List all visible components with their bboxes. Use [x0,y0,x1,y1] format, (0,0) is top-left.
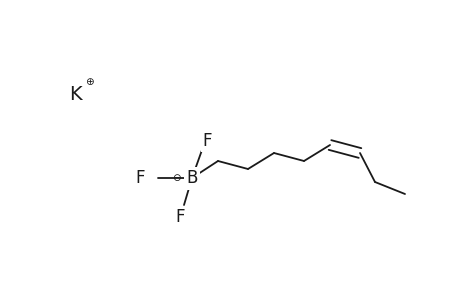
Text: F: F [202,132,211,150]
Text: F: F [135,169,145,187]
Text: F: F [175,208,185,226]
Text: B: B [186,169,197,187]
Text: K: K [68,85,81,104]
Text: ⊖: ⊖ [171,173,180,183]
Text: ⊕: ⊕ [84,77,93,87]
